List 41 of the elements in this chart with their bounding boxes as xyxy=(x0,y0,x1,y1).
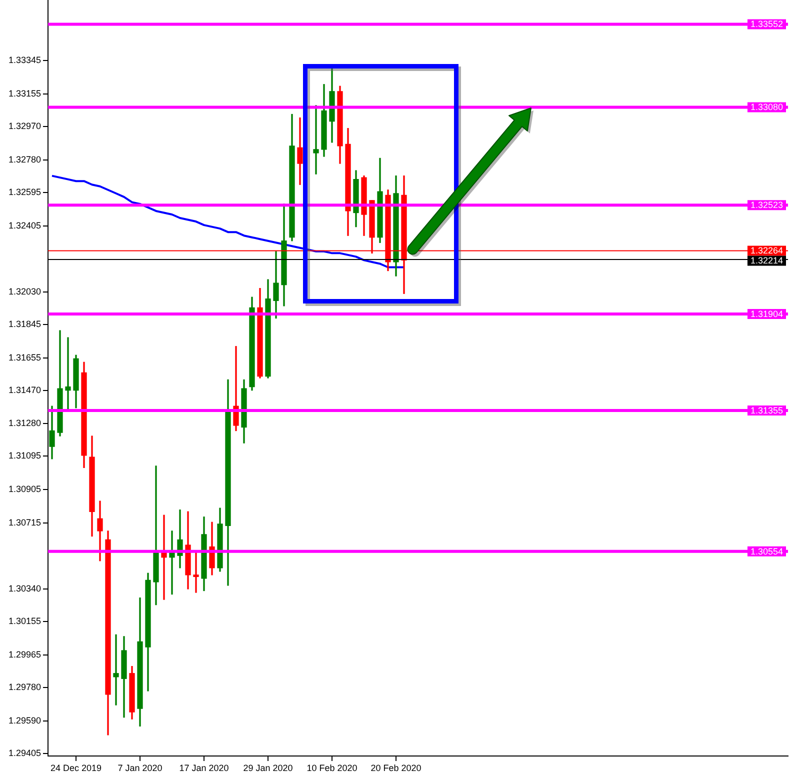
ref-line-label: 1.31355 xyxy=(750,406,784,416)
ref-line-label: 1.33080 xyxy=(750,102,784,112)
y-tick-label: 1.32595 xyxy=(8,187,41,197)
y-tick-label: 1.31470 xyxy=(8,384,41,395)
y-tick-label: 1.31095 xyxy=(8,450,41,461)
candlestick xyxy=(233,346,239,432)
y-tick-label: 1.32780 xyxy=(8,154,41,164)
x-tick-label: 10 Feb 2020 xyxy=(306,762,358,773)
y-tick-label: 1.33345 xyxy=(8,55,41,66)
ref-line-label: 1.30554 xyxy=(750,546,784,556)
y-tick-label: 1.29405 xyxy=(8,748,41,758)
x-tick-label: 20 Feb 2020 xyxy=(370,762,422,773)
ref-line-label: 1.32264 xyxy=(750,246,784,256)
candlestick xyxy=(113,634,119,706)
x-tick-label: 24 Dec 2019 xyxy=(50,762,102,773)
y-tick-label: 1.33155 xyxy=(8,88,41,99)
y-tick-label: 1.31845 xyxy=(8,318,41,329)
y-tick-label: 1.30340 xyxy=(8,583,41,594)
y-tick-label: 1.32030 xyxy=(8,286,41,296)
y-tick-label: 1.29965 xyxy=(8,649,41,660)
y-tick-label: 1.30715 xyxy=(8,518,41,528)
x-tick-label: 17 Jan 2020 xyxy=(179,762,229,773)
candlestick xyxy=(65,337,71,410)
x-tick-label: 7 Jan 2020 xyxy=(118,762,162,773)
ref-line-label: 1.33552 xyxy=(750,19,784,30)
candlestick xyxy=(313,105,319,174)
ref-line-label: 1.32523 xyxy=(750,200,784,210)
y-tick-label: 1.31655 xyxy=(8,352,41,362)
y-tick-label: 1.32970 xyxy=(8,121,41,132)
candlestick xyxy=(153,466,159,606)
y-tick-label: 1.29780 xyxy=(8,682,41,692)
x-tick-label: 29 Jan 2020 xyxy=(243,762,293,773)
y-tick-label: 1.31280 xyxy=(8,418,41,428)
y-tick-label: 1.30905 xyxy=(8,484,41,494)
candlestick xyxy=(297,117,303,185)
ref-line-label: 1.31904 xyxy=(750,308,784,319)
y-tick-label: 1.29590 xyxy=(8,715,41,726)
y-tick-label: 1.32405 xyxy=(8,220,41,230)
y-tick-label: 1.30155 xyxy=(8,616,41,626)
candlestick xyxy=(193,552,199,593)
ref-line-label: 1.32214 xyxy=(750,256,784,266)
